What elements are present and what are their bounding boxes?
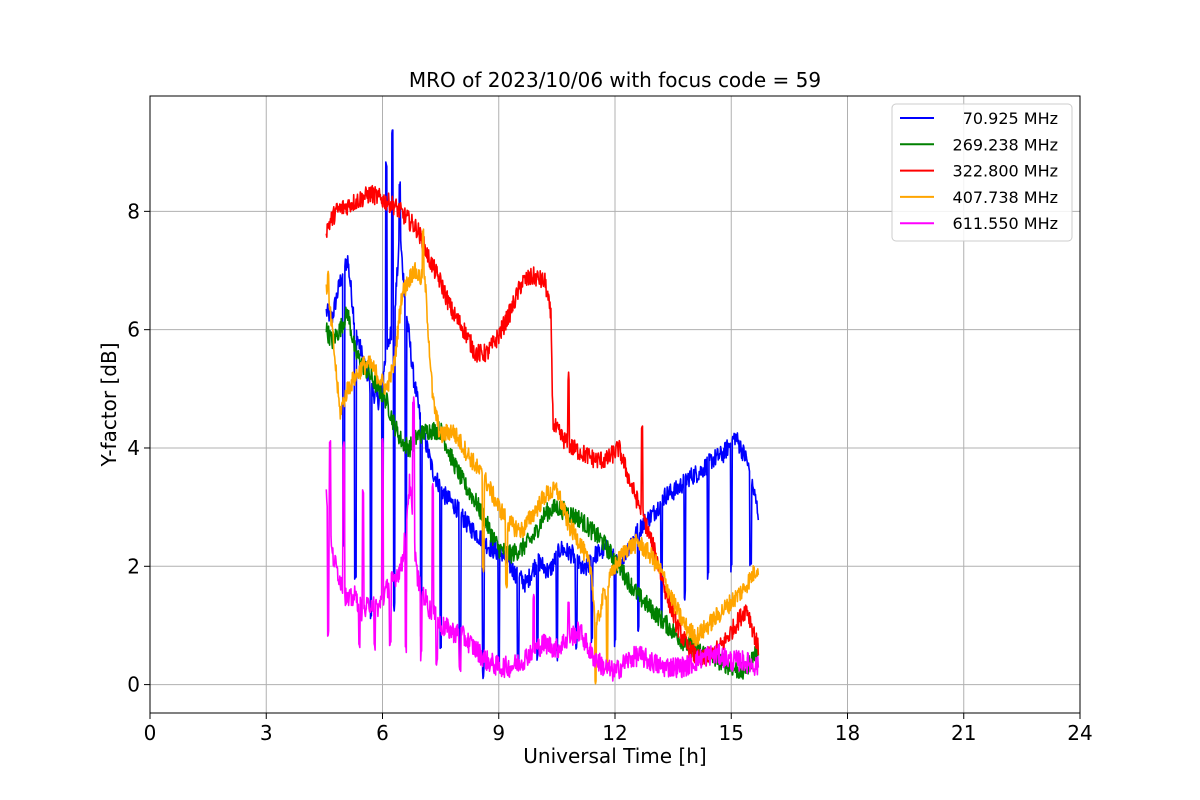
series-611-550-mhz <box>325 396 760 682</box>
x-tick-label: 6 <box>376 721 389 745</box>
legend-label: 407.738 MHz <box>953 188 1058 207</box>
legend-item: 322.800 MHz <box>900 162 1058 181</box>
series-407-738-mhz <box>325 228 760 685</box>
x-tick-label: 18 <box>835 721 860 745</box>
legend: 70.925 MHz 269.238 MHz 322.800 MHz 407.738 … <box>891 103 1073 242</box>
y-tick-label: 0 <box>127 673 140 697</box>
legend-label: 322.800 MHz <box>953 162 1058 181</box>
y-tick-label: 8 <box>127 199 140 223</box>
series-line <box>325 228 760 685</box>
series-322-800-mhz <box>325 184 760 667</box>
x-tick-label: 21 <box>951 721 976 745</box>
series-line <box>325 184 760 667</box>
legend-label: 70.925 MHz <box>963 109 1058 128</box>
x-tick-label: 9 <box>492 721 505 745</box>
x-tick-label: 0 <box>144 721 157 745</box>
legend-box <box>891 103 1073 242</box>
series-line <box>325 129 760 680</box>
legend-label: 269.238 MHz <box>953 135 1058 154</box>
y-tick-label: 4 <box>127 436 140 460</box>
y-axis-title: Y-factor [dB] <box>97 342 121 467</box>
legend-item: 611.550 MHz <box>900 214 1058 233</box>
y-tick-label: 6 <box>127 318 140 342</box>
y-tick-label: 2 <box>127 554 140 578</box>
chart-title: MRO of 2023/10/06 with focus code = 59 <box>409 68 821 92</box>
x-tick-label: 3 <box>260 721 273 745</box>
series-70-925-mhz <box>325 129 760 680</box>
series-line <box>325 396 760 682</box>
series-layer <box>325 129 760 685</box>
legend-item: 407.738 MHz <box>900 188 1058 207</box>
x-tick-label: 24 <box>1067 721 1092 745</box>
legend-label: 611.550 MHz <box>953 214 1058 233</box>
x-tick-label: 12 <box>602 721 627 745</box>
x-axis-title: Universal Time [h] <box>523 744 706 768</box>
legend-item: 269.238 MHz <box>900 135 1058 154</box>
x-tick-label: 15 <box>719 721 744 745</box>
legend-item: 70.925 MHz <box>900 109 1058 128</box>
